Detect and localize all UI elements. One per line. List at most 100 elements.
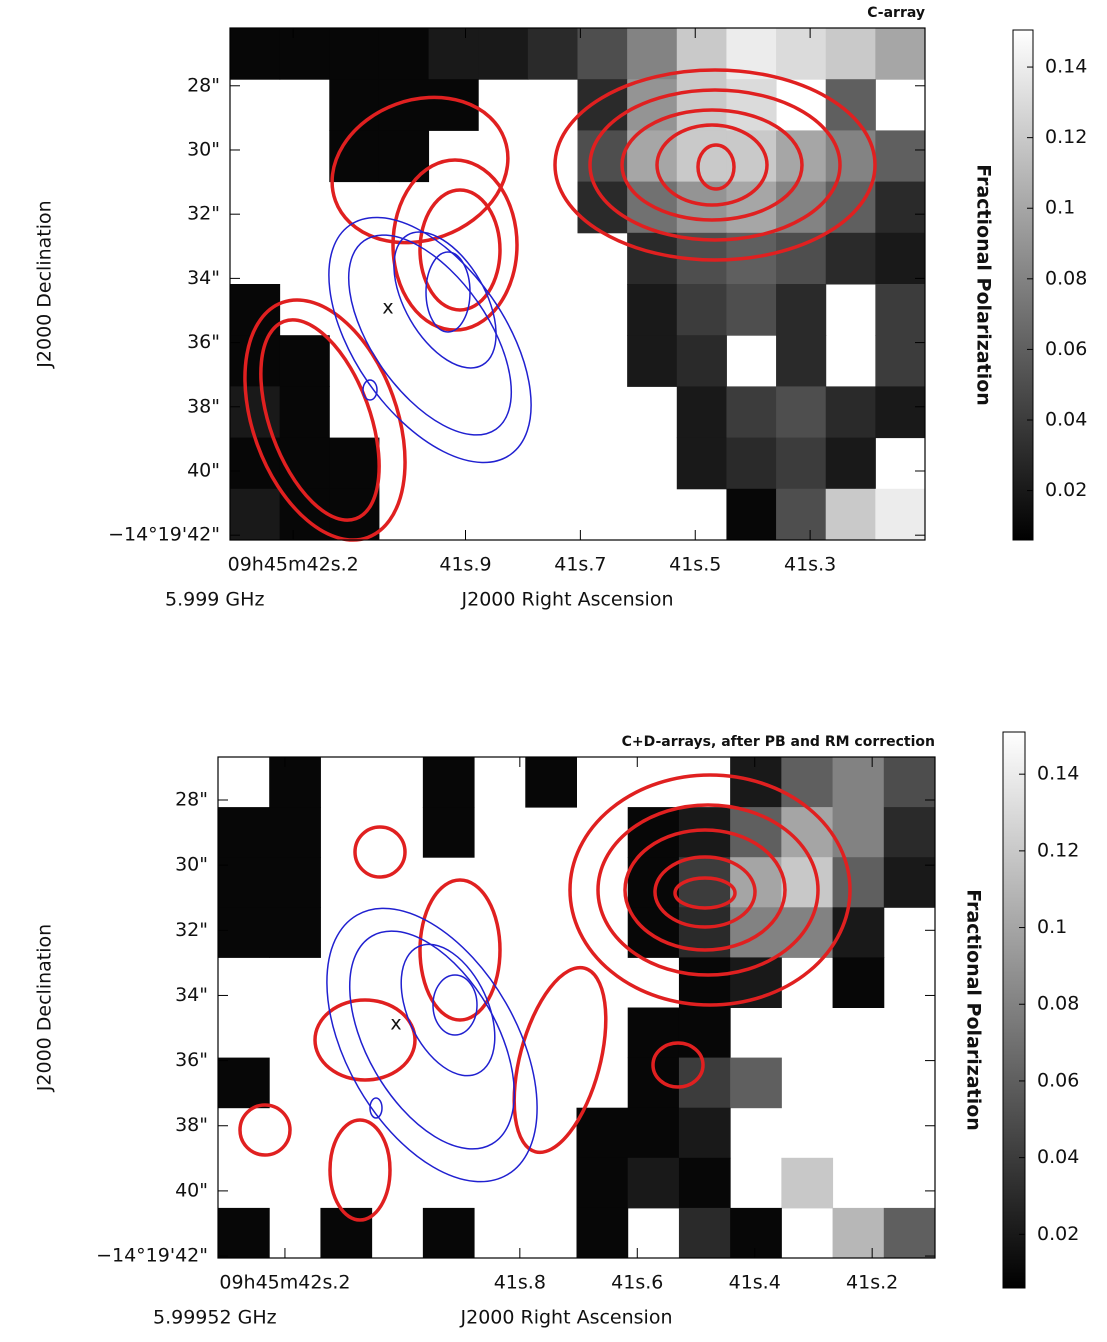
pixel <box>378 79 430 131</box>
pixel <box>676 437 727 490</box>
pixel <box>730 1057 782 1109</box>
pixel <box>527 28 578 80</box>
pixel <box>883 807 936 858</box>
colorbar-tick-label: 0.08 <box>1037 993 1079 1015</box>
pixel <box>832 1207 885 1259</box>
pixel <box>627 907 680 958</box>
colorbar <box>1012 29 1034 541</box>
pixel <box>577 181 628 234</box>
pixel <box>230 488 281 541</box>
colorbar-tick-label: 0.1 <box>1045 197 1075 219</box>
pixel <box>676 386 727 439</box>
pixel <box>576 1107 629 1159</box>
pixel <box>678 1157 731 1209</box>
pixel <box>825 232 876 285</box>
colorbar-tick-label: 0.12 <box>1037 839 1079 861</box>
pixel <box>832 757 885 808</box>
pixel <box>329 79 380 131</box>
frequency-label: 5.999 GHz <box>165 589 264 611</box>
pixel <box>218 1207 270 1259</box>
pixel <box>883 757 936 808</box>
pixel <box>825 28 876 80</box>
y-axis-label: J2000 Declination <box>34 200 56 368</box>
red-contours <box>238 68 877 1222</box>
pixel <box>422 807 475 858</box>
x-tick-label: 09h45m42s.2 <box>228 554 359 576</box>
x-tick-label: 41s.3 <box>784 554 836 576</box>
pixel <box>776 437 827 490</box>
pixel <box>576 1157 629 1209</box>
pixel <box>378 28 430 80</box>
pixel <box>279 28 330 80</box>
pixel <box>627 1007 680 1059</box>
source-marker: x <box>382 297 393 319</box>
y-tick-label: 30" <box>175 854 208 876</box>
pixel <box>832 857 885 908</box>
pixel <box>269 857 321 908</box>
y-tick-label: 40" <box>187 459 220 481</box>
pixel <box>776 488 827 541</box>
colorbar-tick-label: 0.08 <box>1045 267 1087 289</box>
colorbar-tick-label: 0.12 <box>1045 126 1087 148</box>
pixel <box>678 1007 731 1059</box>
x-axis-label: J2000 Right Ascension <box>460 1307 673 1329</box>
y-tick-label: −14°19'42" <box>108 524 220 546</box>
plot-frame <box>217 756 936 1259</box>
pixel <box>726 284 777 336</box>
pixel <box>781 857 834 908</box>
colorbar-tick-label: 0.04 <box>1037 1146 1079 1168</box>
colorbar-tick-label: 0.14 <box>1037 763 1079 785</box>
y-tick-label: 32" <box>187 203 220 225</box>
pixel <box>230 386 281 439</box>
pixel <box>875 181 926 234</box>
x-tick-label: 09h45m42s.2 <box>219 1272 350 1294</box>
pixel <box>781 1157 834 1209</box>
plot-frame <box>229 27 926 541</box>
image-panel <box>218 757 936 1259</box>
pixel <box>781 757 834 808</box>
y-tick-label: −14°19'42" <box>96 1245 208 1267</box>
pixel <box>269 907 321 958</box>
pixel <box>875 386 926 439</box>
y-tick-label: 28" <box>187 74 220 96</box>
colorbar-label: Fractional Polarization <box>973 164 995 406</box>
y-tick-label: 34" <box>175 984 208 1006</box>
pixel <box>832 957 885 1008</box>
pixel <box>875 488 926 541</box>
x-tick-label: 41s.8 <box>494 1272 546 1294</box>
frequency-label: 5.99952 GHz <box>153 1307 277 1329</box>
pixel <box>269 757 321 808</box>
pixel <box>422 757 475 808</box>
y-tick-label: 32" <box>175 919 208 941</box>
y-tick-label: 34" <box>187 267 220 289</box>
y-tick-label: 36" <box>187 331 220 353</box>
pixel <box>577 28 628 80</box>
colorbar-tick-label: 0.02 <box>1037 1223 1079 1245</box>
pixel <box>218 807 270 858</box>
pixel <box>329 488 380 541</box>
pixel <box>627 284 678 336</box>
pixel <box>627 1157 680 1209</box>
y-tick-label: 30" <box>187 138 220 160</box>
pixel <box>875 232 926 285</box>
pixel <box>627 335 678 387</box>
blue-contours <box>326 216 538 1183</box>
pixel <box>776 232 827 285</box>
colorbar-label: Fractional Polarization <box>963 889 985 1131</box>
x-tick-label: 41s.5 <box>669 554 721 576</box>
y-axis-label: J2000 Declination <box>34 924 56 1092</box>
pixel <box>525 757 577 808</box>
y-tick-label: 28" <box>175 788 208 810</box>
pixel <box>726 386 777 439</box>
pixel <box>726 437 777 490</box>
pixel <box>825 386 876 439</box>
pixel <box>875 335 926 387</box>
pixel <box>726 488 777 541</box>
pixel <box>576 1207 629 1259</box>
x-tick-label: 41s.2 <box>846 1272 898 1294</box>
pixel <box>883 1207 936 1259</box>
pixel <box>730 807 782 858</box>
pixel <box>678 1207 731 1259</box>
pixel <box>422 1207 475 1259</box>
pixel <box>279 386 330 439</box>
